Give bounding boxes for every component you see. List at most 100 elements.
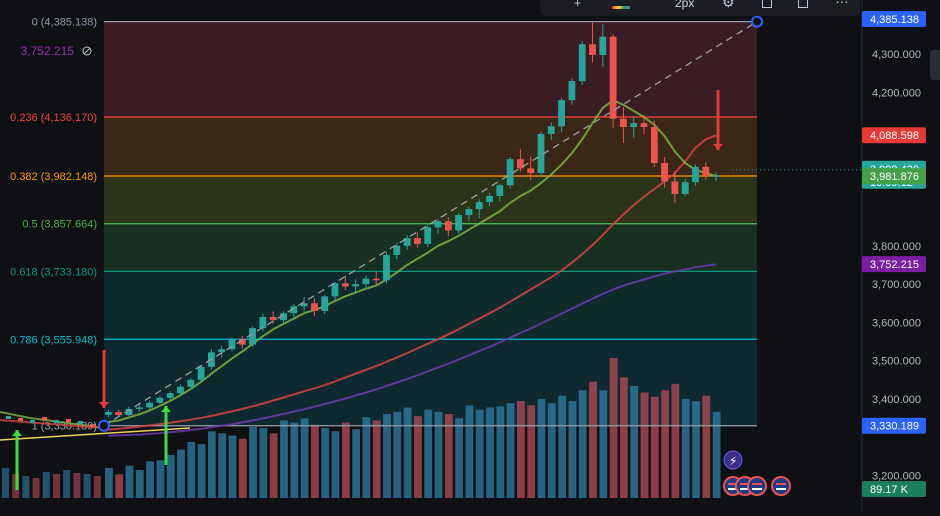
candle[interactable] xyxy=(630,123,638,128)
us-flag-event-icon[interactable] xyxy=(747,476,767,496)
fib-1-price: 3,330.189 xyxy=(870,421,919,433)
price-axis[interactable] xyxy=(862,0,940,511)
candle[interactable] xyxy=(661,163,668,182)
candle[interactable] xyxy=(486,195,493,203)
candle[interactable] xyxy=(6,416,11,419)
gradient-icon[interactable] xyxy=(612,6,630,9)
candle[interactable] xyxy=(135,407,143,409)
drawing-toolbar[interactable]: 2px + ⚙ … xyxy=(540,0,860,16)
buy-signal-arrow-head xyxy=(161,406,171,412)
candle[interactable] xyxy=(372,278,380,281)
candle[interactable] xyxy=(352,284,359,287)
candle[interactable] xyxy=(105,412,112,415)
candle[interactable] xyxy=(393,245,401,255)
candle[interactable] xyxy=(537,133,545,173)
volume-label: 89.17 K xyxy=(870,484,909,496)
line-width-label[interactable]: 2px xyxy=(675,0,695,10)
candle[interactable] xyxy=(146,402,153,408)
volume-bar xyxy=(403,407,412,498)
candle[interactable] xyxy=(54,420,59,423)
candle[interactable] xyxy=(177,386,184,394)
candle[interactable] xyxy=(589,44,596,56)
candle[interactable] xyxy=(383,254,390,281)
fib-anchor-start-handle[interactable] xyxy=(98,419,110,432)
candle[interactable] xyxy=(496,185,504,196)
candle[interactable] xyxy=(403,238,411,246)
candle[interactable] xyxy=(238,339,246,345)
volume-bar xyxy=(661,390,669,498)
add-icon[interactable]: + xyxy=(574,0,582,10)
candle[interactable] xyxy=(620,118,627,128)
candle[interactable] xyxy=(269,317,277,321)
candle[interactable] xyxy=(249,328,256,345)
candle[interactable] xyxy=(650,127,658,164)
candle[interactable] xyxy=(300,303,308,307)
candle[interactable] xyxy=(475,202,483,210)
candle[interactable] xyxy=(30,420,35,423)
candle[interactable] xyxy=(609,36,617,119)
candle[interactable] xyxy=(362,278,370,285)
candle[interactable] xyxy=(290,306,298,314)
candle[interactable] xyxy=(640,123,648,128)
ma-slow-line xyxy=(108,263,717,437)
volume-bar xyxy=(486,407,494,498)
candle[interactable] xyxy=(18,418,23,421)
candle[interactable] xyxy=(681,182,689,195)
candle[interactable] xyxy=(424,227,432,244)
lightning-icon[interactable] xyxy=(723,450,743,470)
candle[interactable] xyxy=(197,366,205,380)
volume-bar xyxy=(383,414,391,498)
fib-anchor-end-handle[interactable] xyxy=(751,15,763,28)
candle[interactable] xyxy=(78,421,83,424)
candle[interactable] xyxy=(187,379,195,387)
candle[interactable] xyxy=(228,339,236,350)
candle[interactable] xyxy=(66,419,71,422)
visibility-toggle-icon-slash xyxy=(83,47,91,55)
candle[interactable] xyxy=(414,238,421,244)
fib-trend-line[interactable] xyxy=(103,21,758,427)
candle[interactable] xyxy=(311,303,318,311)
candle[interactable] xyxy=(517,159,524,169)
candle[interactable] xyxy=(434,221,442,228)
us-flag-event-icon[interactable] xyxy=(771,476,791,496)
candle[interactable] xyxy=(547,126,555,134)
candle[interactable] xyxy=(444,221,452,231)
candle[interactable] xyxy=(280,313,287,321)
candle[interactable] xyxy=(568,81,576,101)
candle[interactable] xyxy=(455,215,462,231)
candle[interactable] xyxy=(125,408,133,416)
settings-icon[interactable]: ⚙ xyxy=(722,0,735,10)
candle[interactable] xyxy=(42,417,47,420)
trash-icon[interactable] xyxy=(798,0,808,8)
fib-level-label: 0.786 (3,555.948) xyxy=(10,334,97,346)
side-panel-handle[interactable] xyxy=(930,50,940,80)
candle[interactable] xyxy=(341,283,349,287)
candle[interactable] xyxy=(90,424,95,427)
candle[interactable] xyxy=(558,100,565,127)
candle[interactable] xyxy=(321,296,329,311)
candle[interactable] xyxy=(218,349,226,353)
more-icon[interactable]: … xyxy=(835,0,849,6)
candle[interactable] xyxy=(156,397,164,403)
visibility-toggle-icon[interactable] xyxy=(82,46,92,56)
candle[interactable] xyxy=(702,166,710,177)
fib-zone xyxy=(104,271,757,340)
candle[interactable] xyxy=(692,166,699,183)
candle[interactable] xyxy=(527,168,535,173)
trend-line-yellow[interactable] xyxy=(0,427,191,441)
candle[interactable] xyxy=(166,393,174,398)
candle[interactable] xyxy=(259,317,267,329)
candle[interactable] xyxy=(599,36,607,56)
volume-bar xyxy=(197,444,206,498)
candle[interactable] xyxy=(712,175,720,177)
candle[interactable] xyxy=(465,209,473,216)
candle[interactable] xyxy=(506,159,514,186)
candle[interactable] xyxy=(115,412,123,416)
volume-bar xyxy=(496,406,505,498)
share-icon[interactable] xyxy=(762,0,772,8)
candle[interactable] xyxy=(578,44,586,82)
candle[interactable] xyxy=(331,283,339,297)
candle[interactable] xyxy=(671,181,679,195)
